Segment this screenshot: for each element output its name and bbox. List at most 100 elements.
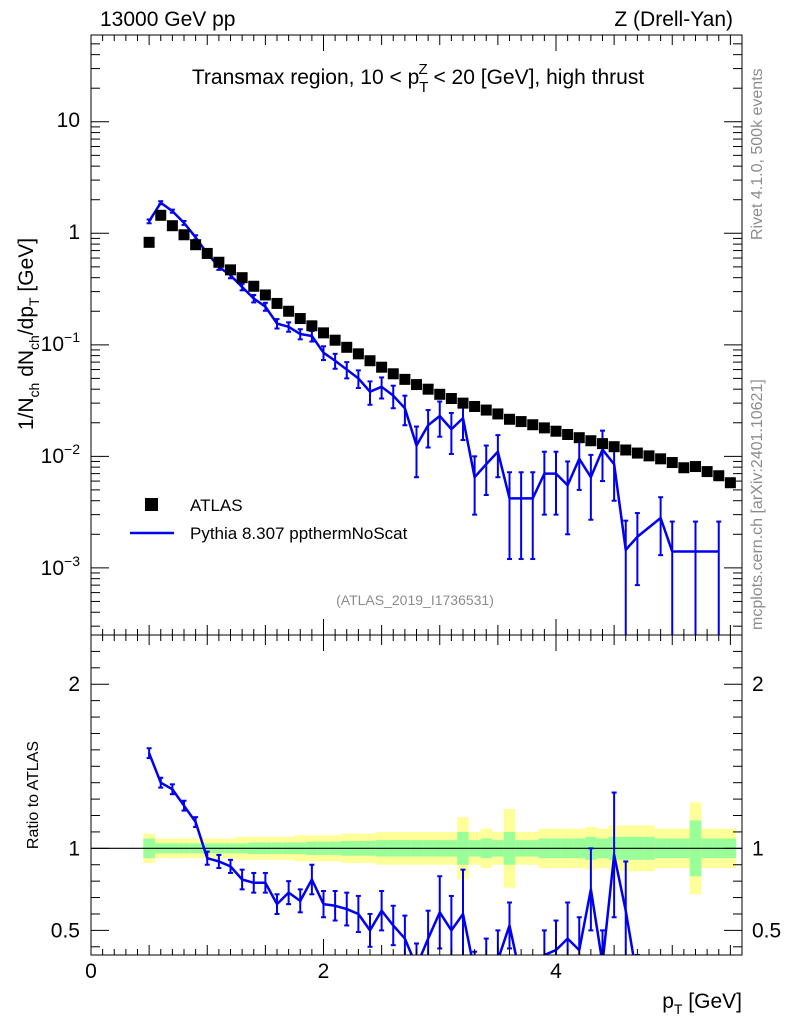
- ratio-ytick-label-right: 2: [752, 673, 764, 696]
- ylabel-p5: T: [26, 297, 42, 306]
- ratio-frame: [90, 634, 743, 956]
- ytick-label-0.1: 10−1: [41, 329, 81, 356]
- ratio-ytick-label-right: 1: [752, 837, 764, 860]
- atlas-point: [434, 388, 446, 400]
- ratio-ytick-label-right: 0.5: [752, 919, 781, 942]
- ratio-ticks: [90, 634, 742, 955]
- atlas-point: [271, 297, 283, 309]
- ylabel-p0: 1/N: [15, 397, 38, 430]
- main-frame: [90, 34, 743, 636]
- atlas-point: [213, 256, 225, 268]
- atlas-point: [306, 320, 318, 332]
- atlas-point: [329, 334, 341, 346]
- atlas-point: [608, 441, 620, 453]
- atlas-point: [492, 408, 504, 420]
- atlas-point: [585, 435, 597, 447]
- xtick-label: 2: [318, 960, 330, 983]
- atlas-point: [480, 404, 492, 416]
- rivet-label: Rivet 4.1.0, 500k events: [749, 68, 766, 240]
- atlas-point: [562, 428, 574, 440]
- title-sup: Z: [418, 61, 427, 78]
- atlas-point: [155, 209, 167, 221]
- atlas-point: [666, 457, 678, 469]
- atlas-point: [620, 444, 632, 456]
- header-right: Z (Drell-Yan): [614, 8, 733, 31]
- ylabel-p4: /dp: [15, 306, 38, 335]
- header-left: 13000 GeV pp: [100, 8, 235, 31]
- legend-atlas-label: ATLAS: [190, 496, 243, 515]
- atlas-point: [364, 355, 376, 367]
- title-after: < 20 [GeV], high thrust: [428, 66, 645, 89]
- legend: ATLAS Pythia 8.307 ppthermNoScat: [130, 496, 408, 543]
- atlas-series: [143, 209, 736, 489]
- atlas-point: [166, 220, 178, 232]
- atlas-point: [678, 462, 690, 474]
- legend-atlas-marker: [145, 498, 158, 511]
- ytick-label-1: 1: [68, 221, 80, 244]
- ytick-label-0.001: 10−3: [41, 553, 81, 580]
- atlas-point: [724, 477, 736, 489]
- ratio-ytick-label-left: 0.5: [51, 919, 80, 942]
- atlas-point: [411, 379, 422, 391]
- atlas-point: [690, 461, 701, 473]
- atlas-point: [445, 393, 457, 405]
- atlas-point: [283, 305, 295, 317]
- atlas-point: [178, 229, 190, 241]
- mcplots-label: mcplots.cern.ch [arXiv:2401.10621]: [749, 379, 766, 630]
- atlas-point: [701, 466, 713, 478]
- main-panel: Transmax region, 10 < pTZ < 20 [GeV], hi…: [15, 34, 743, 636]
- atlas-point: [201, 247, 213, 259]
- ratio-ytick-label-left: 1: [68, 837, 80, 860]
- atlas-point: [573, 432, 585, 444]
- chart-title: Transmax region, 10 < pTZ < 20 [GeV], hi…: [192, 61, 644, 96]
- atlas-point: [550, 425, 562, 437]
- atlas-point: [631, 447, 643, 459]
- atlas-point: [504, 413, 515, 425]
- ytick-label-0.01: 10−2: [41, 441, 81, 468]
- atlas-point: [655, 453, 667, 465]
- atlas-point: [259, 289, 271, 301]
- atlas-point: [597, 438, 608, 450]
- main-ylabel: 1/Nch dNch/dpT [GeV]: [15, 238, 42, 430]
- xtick-label: 0: [85, 960, 97, 983]
- ylabel-p2: dN: [15, 350, 38, 383]
- atlas-point: [376, 361, 388, 373]
- ylabel-p1: ch: [26, 383, 42, 398]
- atlas-point: [248, 280, 260, 292]
- atlas-point: [341, 341, 353, 353]
- atlas-point: [352, 348, 364, 360]
- atlas-point: [515, 416, 527, 428]
- atlas-point: [225, 264, 236, 276]
- ratio-panel: 0.5 0.5 1 1 2 2 0 2 4 Ratio to ATLAS pT [GeV]: [25, 634, 781, 1017]
- atlas-point: [457, 397, 469, 409]
- atlas-point: [236, 272, 248, 284]
- ratio-ylabel: Ratio to ATLAS: [25, 741, 42, 849]
- ratio-ytick-label-left: 2: [68, 673, 80, 696]
- atlas-point: [527, 419, 539, 431]
- legend-mc-label: Pythia 8.307 ppthermNoScat: [190, 524, 408, 543]
- atlas-point: [143, 236, 155, 248]
- xlabel: pT [GeV]: [662, 990, 742, 1017]
- ytick-label-10: 10: [57, 109, 80, 132]
- atlas-point: [318, 327, 329, 339]
- ylabel-p3: ch: [26, 335, 42, 350]
- xtick-label: 4: [550, 960, 562, 983]
- title-before: Transmax region, 10 < p: [192, 66, 419, 89]
- atlas-point: [538, 422, 550, 434]
- atlas-point: [190, 239, 202, 251]
- ylabel-p6: [GeV]: [15, 238, 38, 298]
- atlas-point: [643, 450, 655, 462]
- atlas-point: [469, 400, 481, 412]
- atlas-point: [387, 368, 399, 380]
- analysis-watermark: (ATLAS_2019_I1736531): [336, 592, 494, 608]
- atlas-point: [294, 313, 306, 325]
- atlas-point: [713, 470, 725, 482]
- atlas-point: [399, 373, 411, 385]
- atlas-point: [422, 383, 434, 395]
- ratio-tick-labels: 0.5 0.5 1 1 2 2 0 2 4: [51, 673, 781, 983]
- title-sub: T: [419, 79, 428, 96]
- main-ticks: [90, 34, 742, 635]
- ratio-mc-series: [146, 747, 640, 955]
